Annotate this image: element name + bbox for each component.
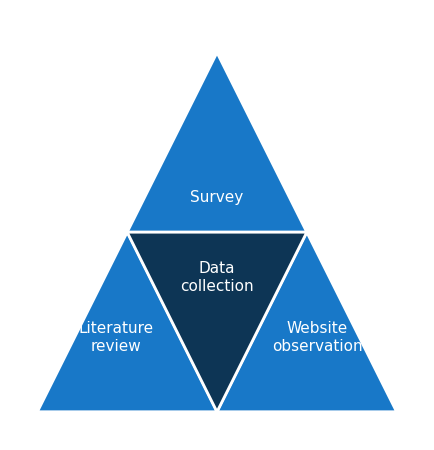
Text: Literature
review: Literature review bbox=[79, 321, 154, 354]
Text: Website
observation: Website observation bbox=[272, 321, 363, 354]
Polygon shape bbox=[127, 232, 307, 412]
Text: Data
collection: Data collection bbox=[180, 261, 254, 294]
Polygon shape bbox=[217, 232, 397, 412]
Polygon shape bbox=[127, 53, 307, 232]
Polygon shape bbox=[37, 232, 217, 412]
Text: Survey: Survey bbox=[191, 190, 243, 205]
